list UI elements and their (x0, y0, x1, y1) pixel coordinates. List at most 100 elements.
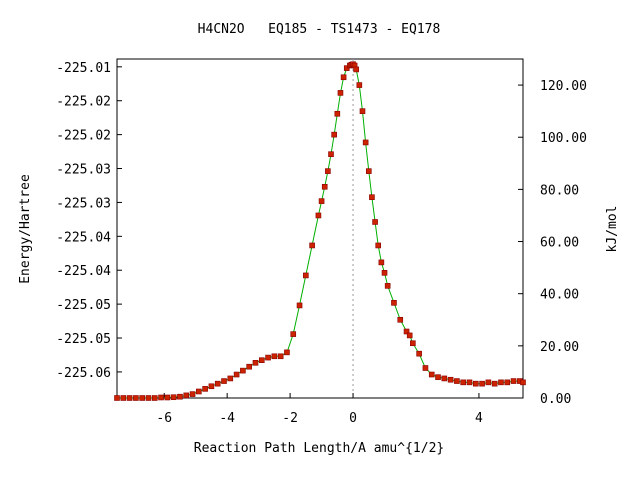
data-point (177, 393, 183, 400)
data-point (428, 371, 435, 378)
right-tick-label: 60.00 (540, 236, 579, 251)
data-point (277, 353, 284, 360)
data-point (196, 388, 202, 395)
data-point (447, 376, 454, 383)
data-point (441, 375, 448, 382)
data-point (328, 151, 334, 157)
data-point (227, 375, 234, 382)
data-point (365, 168, 372, 174)
data-point (170, 394, 177, 401)
chart-title: H4CN2O EQ185 - TS1473 - EQ178 (198, 22, 441, 37)
x-axis: -6 -4 -2 0 4 (156, 393, 483, 426)
data-point (290, 331, 297, 337)
left-tick-label: -225.02 (56, 95, 111, 110)
right-axis-label: kJ/mol (605, 206, 620, 253)
data-point (189, 391, 196, 397)
x-tick-label: -6 (156, 411, 172, 426)
right-tick-label: 20.00 (540, 340, 579, 355)
left-tick-label: -225.05 (56, 332, 111, 347)
data-point (221, 378, 227, 384)
data-point (378, 259, 385, 266)
x-tick-label: 4 (475, 411, 483, 426)
right-tick-label: 80.00 (540, 183, 579, 198)
energy-curve (117, 63, 524, 399)
data-point (334, 110, 341, 117)
data-point (403, 328, 410, 335)
data-point (362, 139, 369, 146)
data-point (479, 380, 485, 387)
data-point (120, 395, 127, 401)
left-tick-label: -225.03 (56, 196, 111, 211)
left-tick-label: -225.02 (56, 129, 111, 144)
data-point (466, 379, 473, 386)
data-point (410, 340, 416, 347)
data-point (158, 394, 164, 401)
left-tick-label: -225.06 (56, 366, 111, 381)
data-point (331, 131, 337, 138)
data-point (375, 242, 382, 249)
data-point (240, 367, 246, 374)
data-point (406, 332, 413, 339)
data-point (520, 379, 526, 386)
data-point (325, 168, 331, 174)
left-tick-label: -225.01 (56, 61, 111, 76)
data-point (340, 74, 347, 81)
data-point (233, 371, 240, 378)
data-point (296, 302, 303, 309)
data-point (369, 194, 375, 201)
data-point (422, 365, 429, 371)
data-point (460, 379, 467, 386)
data-point (472, 380, 479, 387)
data-point (321, 183, 328, 190)
x-tick-label: -2 (282, 411, 298, 426)
data-point (372, 219, 378, 225)
data-point (416, 350, 422, 357)
data-point (214, 380, 221, 387)
data-point (454, 378, 460, 384)
x-tick-label: 0 (349, 411, 357, 426)
data-point (318, 198, 325, 204)
data-point (498, 379, 504, 386)
data-point (252, 359, 259, 366)
x-tick-label: -4 (219, 411, 235, 426)
right-tick-label: 120.00 (540, 79, 587, 94)
data-point (381, 270, 388, 276)
right-tick-label: 0.00 (540, 392, 571, 407)
plot-frame (116, 58, 524, 399)
data-point (164, 394, 171, 401)
data-point (114, 395, 120, 401)
data-point (139, 395, 145, 401)
data-point (337, 90, 344, 96)
data-point (510, 378, 517, 384)
right-axis: 0.00 20.00 40.00 60.00 80.00 100.00 120.00 (518, 79, 587, 407)
data-point (435, 374, 441, 380)
left-tick-label: -225.04 (56, 230, 111, 245)
data-point (126, 395, 133, 401)
data-point (183, 392, 190, 399)
data-point (284, 349, 290, 356)
data-point (133, 395, 139, 401)
x-axis-label: Reaction Path Length/A amu^{1/2} (194, 441, 444, 456)
right-tick-label: 100.00 (540, 131, 587, 146)
energy-markers (114, 61, 526, 401)
data-point (359, 108, 366, 114)
data-point (258, 357, 265, 363)
data-point (145, 395, 152, 401)
right-tick-label: 40.00 (540, 288, 579, 303)
data-point (246, 363, 252, 370)
data-point (356, 82, 363, 88)
left-axis-label: Energy/Hartree (18, 174, 33, 284)
data-point (265, 354, 271, 361)
data-point (315, 212, 322, 219)
data-point (384, 283, 391, 289)
data-point (504, 379, 511, 386)
data-point (491, 380, 498, 387)
data-point (485, 379, 492, 386)
left-tick-label: -225.05 (56, 298, 111, 313)
data-point (303, 272, 309, 279)
data-point (353, 66, 359, 73)
left-tick-label: -225.04 (56, 264, 111, 279)
left-tick-label: -225.03 (56, 163, 111, 178)
data-point (309, 242, 315, 249)
